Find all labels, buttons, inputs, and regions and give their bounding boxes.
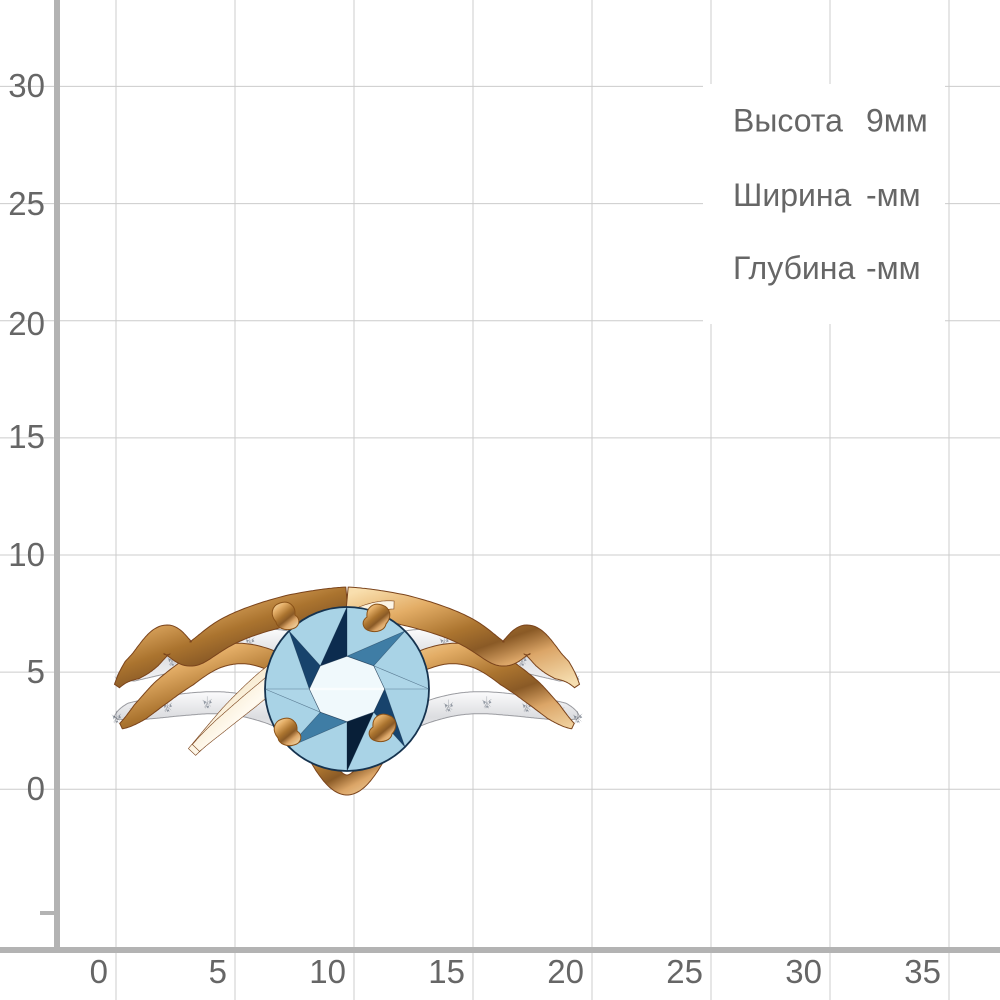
svg-text:15: 15 <box>8 418 45 455</box>
svg-text:15: 15 <box>428 953 465 990</box>
svg-text:20: 20 <box>8 305 45 342</box>
svg-text:5: 5 <box>209 953 227 990</box>
svg-text:35: 35 <box>904 953 941 990</box>
svg-text:10: 10 <box>8 536 45 573</box>
svg-text:30: 30 <box>8 67 45 104</box>
svg-text:0: 0 <box>90 953 108 990</box>
svg-text:9мм: 9мм <box>866 103 928 139</box>
svg-text:20: 20 <box>547 953 584 990</box>
svg-text:-мм: -мм <box>866 177 921 213</box>
svg-text:25: 25 <box>8 185 45 222</box>
svg-text:Глубина: Глубина <box>733 250 855 286</box>
svg-text:5: 5 <box>27 653 45 690</box>
svg-text:25: 25 <box>666 953 703 990</box>
svg-text:30: 30 <box>785 953 822 990</box>
svg-text:0: 0 <box>27 770 45 807</box>
svg-text:Ширина: Ширина <box>733 177 852 213</box>
svg-text:10: 10 <box>309 953 346 990</box>
svg-text:Высота: Высота <box>733 103 843 139</box>
svg-text:-мм: -мм <box>866 250 921 286</box>
